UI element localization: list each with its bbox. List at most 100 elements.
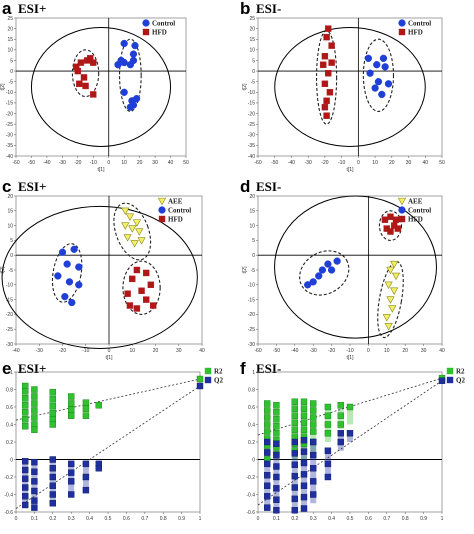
aee-point bbox=[121, 222, 130, 230]
y-tick-label: 0.8 bbox=[248, 387, 255, 393]
q2-point bbox=[310, 478, 317, 485]
control-point bbox=[129, 50, 138, 58]
x-tick-label: -30 bbox=[305, 160, 312, 166]
q2-point bbox=[264, 460, 271, 468]
legend-label: Control bbox=[152, 20, 175, 28]
x-tick-label: -10 bbox=[346, 348, 353, 354]
x-tick-label: -10 bbox=[338, 160, 345, 166]
r2-point bbox=[67, 400, 75, 407]
r2-point bbox=[22, 416, 29, 423]
x-tick-label: -60 bbox=[12, 160, 19, 166]
r2-point bbox=[264, 421, 271, 428]
r2-point bbox=[310, 407, 317, 414]
y-tick-label: -5 bbox=[251, 79, 256, 85]
y-tick-label: -15 bbox=[248, 297, 255, 303]
y-tick-label: 0.6 bbox=[248, 405, 255, 411]
r2-point bbox=[273, 416, 280, 423]
trend-line bbox=[15, 385, 201, 509]
q2-point bbox=[324, 460, 332, 468]
q2-point bbox=[300, 493, 308, 501]
q2-point bbox=[291, 507, 298, 514]
y-tick-label: 0 bbox=[10, 457, 13, 463]
control-point bbox=[75, 281, 83, 289]
legend-label: R2 bbox=[456, 368, 465, 376]
y-tick-label: -0.6 bbox=[246, 510, 255, 516]
panel-e: e ESI+ 0 0.1 0.2 0.3 0.4 0.5 0.6 0.7 0.8 0.9 1 -0.6 -0… bbox=[2, 359, 223, 522]
panel-label: c bbox=[2, 177, 11, 196]
x-tick-label: -40 bbox=[288, 160, 295, 166]
q2-point bbox=[31, 487, 38, 495]
group-ellipse bbox=[362, 38, 395, 112]
y-tick-label: 20 bbox=[249, 194, 255, 200]
control-point bbox=[68, 298, 76, 307]
x-tick-label: 0.7 bbox=[383, 516, 390, 522]
q2-point bbox=[264, 504, 271, 511]
x-tick-label: -30 bbox=[36, 348, 43, 354]
legend-marker-hfd bbox=[158, 215, 166, 223]
control-point bbox=[333, 257, 341, 265]
y-tick-label: 15 bbox=[249, 37, 255, 43]
r2-point bbox=[22, 395, 29, 402]
hfd-point bbox=[149, 302, 157, 309]
control-point bbox=[126, 103, 135, 111]
x-tick-label: 10 bbox=[129, 348, 135, 354]
aee-point bbox=[130, 240, 139, 248]
legend-marker-hfd bbox=[398, 215, 406, 223]
aee-point bbox=[384, 281, 393, 290]
panel-title: ESI- bbox=[256, 361, 281, 376]
panel-d: d ESI--60 -50 -40 -30 -20 -10 0 10 20 30 40-30-25-2… bbox=[240, 177, 445, 361]
q2-point bbox=[291, 461, 298, 468]
y-tick-label: -5 bbox=[9, 268, 14, 274]
y-tick-label: -15 bbox=[6, 297, 13, 303]
hfd-point bbox=[323, 33, 330, 41]
q2-point bbox=[291, 484, 298, 491]
x-tick-label: 0 bbox=[107, 160, 110, 166]
r2-point bbox=[310, 414, 317, 421]
hfd-point bbox=[321, 103, 329, 111]
x-tick-label: -40 bbox=[291, 348, 298, 354]
q2-point bbox=[31, 468, 38, 475]
q2-point bbox=[82, 460, 90, 468]
r2-point bbox=[22, 409, 29, 416]
legend-label: Q2 bbox=[214, 377, 223, 385]
r2-point bbox=[291, 426, 298, 433]
y-tick-label: -5 bbox=[9, 79, 14, 85]
plot-frame bbox=[257, 17, 443, 157]
y-tick-label: 0.8 bbox=[6, 387, 13, 393]
y-tick-label: -30 bbox=[248, 133, 255, 139]
q2-point bbox=[264, 438, 271, 446]
legend-label: AEE bbox=[168, 198, 183, 206]
aee-point bbox=[390, 287, 399, 295]
y-tick-label: 15 bbox=[249, 209, 255, 215]
x-tick-label: -20 bbox=[59, 348, 66, 354]
r2-point bbox=[324, 412, 332, 419]
r2-point bbox=[324, 421, 332, 428]
y-tick-label: -25 bbox=[248, 122, 255, 128]
y-tick-label: -20 bbox=[248, 111, 255, 117]
hfd-point bbox=[323, 112, 330, 119]
q2-point bbox=[49, 482, 56, 489]
y-tick-label: -35 bbox=[248, 143, 255, 149]
r2-point bbox=[310, 400, 317, 407]
q2-point bbox=[22, 501, 29, 509]
q2-point bbox=[337, 438, 344, 446]
r2-point bbox=[22, 402, 29, 409]
y-tick-label: 5 bbox=[10, 58, 13, 64]
q2-point bbox=[196, 382, 204, 390]
control-point bbox=[70, 245, 78, 253]
panel-c: c ESI+-40 -30 -20 -10 0 10 20 30 40-30-25-20-15-1… bbox=[0, 177, 205, 361]
group-ellipse bbox=[118, 38, 142, 112]
r2-point bbox=[300, 405, 308, 412]
y-tick-label: 5 bbox=[252, 238, 255, 244]
control-point bbox=[379, 54, 388, 62]
x-tick-label: 0.9 bbox=[420, 516, 427, 522]
x-tick-label: -50 bbox=[28, 160, 35, 166]
control-point bbox=[315, 272, 323, 280]
legend-label: Control bbox=[408, 20, 431, 28]
y-tick-label: 20 bbox=[7, 194, 13, 200]
q2-point bbox=[264, 482, 271, 489]
r2-point bbox=[49, 421, 56, 428]
